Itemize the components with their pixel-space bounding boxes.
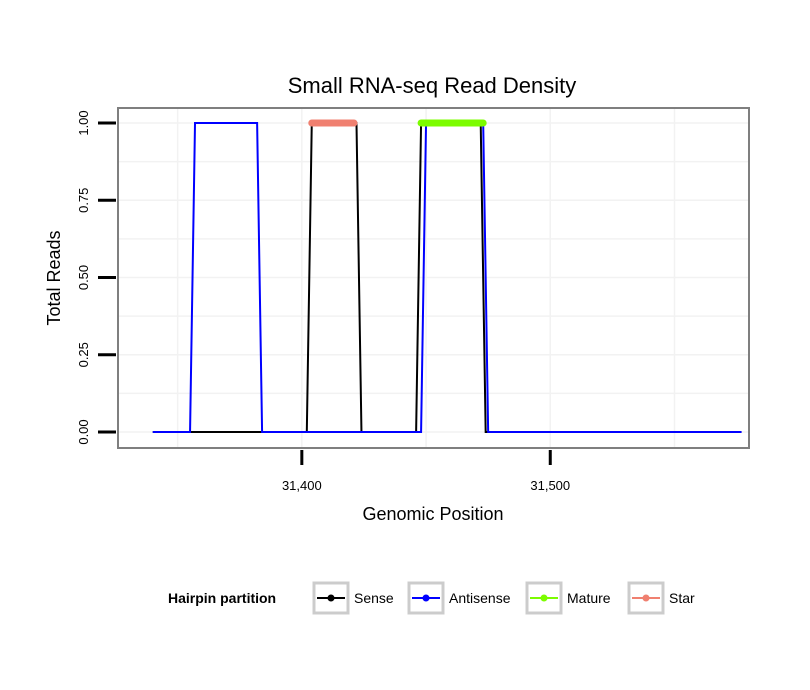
legend-swatch-point [642,594,650,602]
x-tick-label: 31,400 [282,478,322,493]
legend-title: Hairpin partition [168,590,276,606]
y-tick-label: 1.00 [76,110,91,135]
legend-label: Mature [567,590,611,606]
gridlines [118,108,749,448]
series-line-antisense [152,122,742,433]
legend-item-antisense: Antisense [407,581,511,615]
legend: Hairpin partition Sense Antisense Mature St… [168,581,695,615]
series-lines [152,119,742,433]
y-tick-label: 0.50 [76,265,91,290]
axes: 0.00 0.25 0.50 0.75 1.00 31,400 31,500 [76,110,570,493]
y-tick-label: 0.00 [76,419,91,444]
x-tick-label: 31,500 [530,478,570,493]
legend-item-sense: Sense [312,581,394,615]
legend-item-mature: Mature [525,581,611,615]
legend-item-star: Star [627,581,695,615]
chart-title: Small RNA-seq Read Density [288,73,577,98]
legend-swatch-point [422,594,430,602]
legend-swatch-point [540,594,548,602]
x-axis-title: Genomic Position [362,504,503,524]
y-tick-label: 0.25 [76,342,91,367]
legend-label: Star [669,590,695,606]
y-tick-label: 0.75 [76,188,91,213]
plot-panel-border [117,107,750,449]
legend-label: Antisense [449,590,511,606]
legend-swatch-point [327,594,335,602]
y-axis-title: Total Reads [44,230,64,325]
legend-label: Sense [354,590,394,606]
